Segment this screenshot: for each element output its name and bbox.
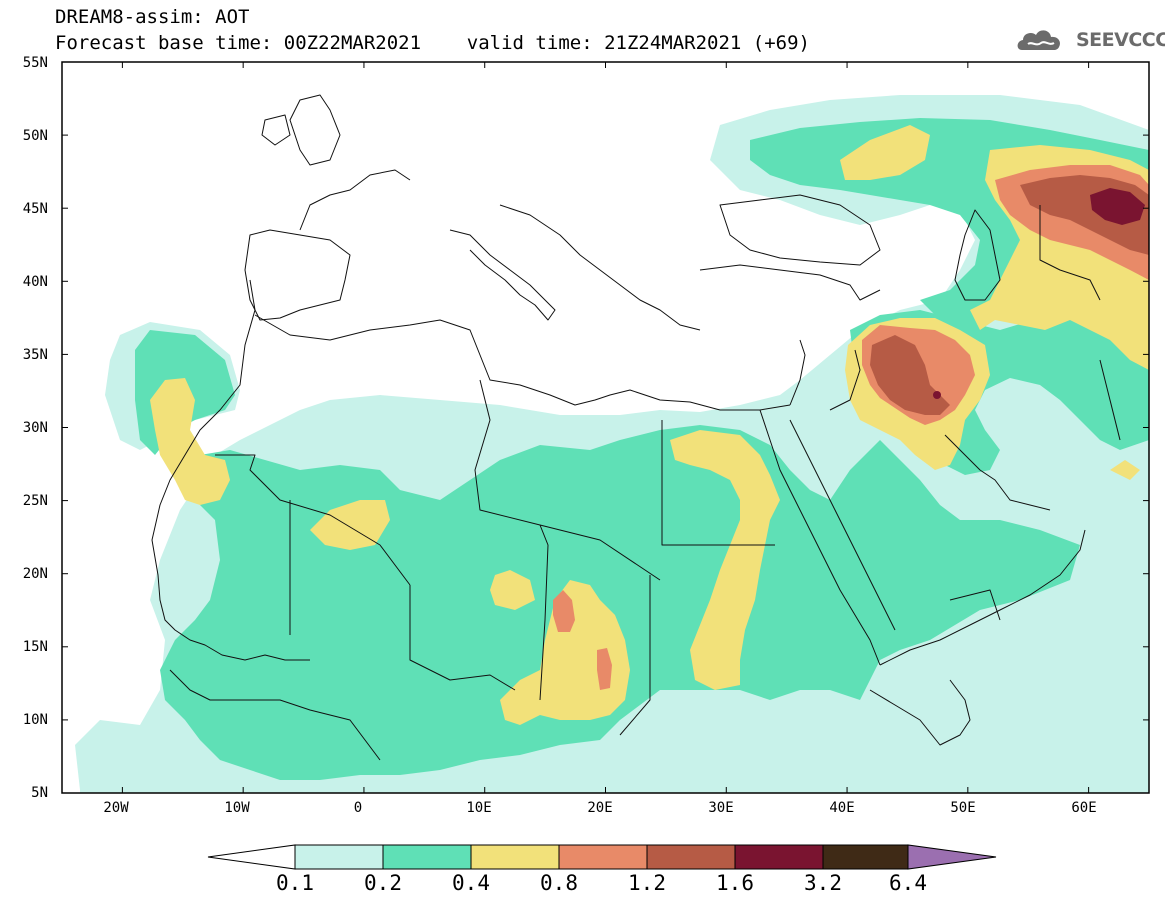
colorbar-swatch-7 (822, 844, 909, 870)
lon-label-10w: 10W (224, 800, 250, 816)
lat-label-50n: 50N (22, 128, 48, 144)
colorbar-label-0-4: 0.4 (452, 871, 490, 895)
coastlines-borders (151, 94, 1121, 761)
lon-label-60e: 60E (1071, 800, 1097, 816)
forecast-time-line: Forecast base time: 00Z22MAR2021 valid t… (55, 32, 810, 54)
lon-label-30e: 30E (708, 800, 734, 816)
lon-label-20e: 20E (587, 800, 613, 816)
lat-label-45n: 45N (22, 201, 48, 217)
lat-label-15n: 15N (22, 639, 48, 655)
lon-label-40e: 40E (829, 800, 855, 816)
colorbar-swatch-2 (382, 844, 472, 870)
lon-label-20w: 20W (103, 800, 129, 816)
chart-title: DREAM8-assim: AOT (55, 6, 250, 28)
colorbar-swatch-5 (646, 844, 736, 870)
colorbar-swatch-6 (734, 844, 824, 870)
colorbar-swatch-1 (294, 844, 384, 870)
lat-label-25n: 25N (22, 493, 48, 509)
lon-label-0: 0 (353, 800, 363, 816)
lon-label-50e: 50E (950, 800, 976, 816)
lat-label-10n: 10N (22, 712, 48, 728)
axis-ticks (62, 61, 1149, 794)
colorbar (207, 844, 997, 870)
aot-band-1-6 (933, 188, 1145, 399)
colorbar-label-0-2: 0.2 (364, 871, 402, 895)
colorbar-label-1-2: 1.2 (628, 871, 666, 895)
colorbar-swatch-4 (558, 844, 648, 870)
lat-label-40n: 40N (22, 274, 48, 290)
lat-label-5n: 5N (31, 785, 48, 801)
colorbar-swatch-3 (470, 844, 560, 870)
colorbar-label-0-8: 0.8 (540, 871, 578, 895)
aot-fields (75, 94, 1149, 793)
lat-label-55n: 55N (22, 55, 48, 71)
colorbar-under-arrow (207, 844, 296, 870)
colorbar-label-1-6: 1.6 (716, 871, 754, 895)
cloud-logo-icon (1017, 30, 1061, 50)
colorbar-label-3-2: 3.2 (804, 871, 842, 895)
colorbar-over-arrow (907, 844, 997, 870)
lon-label-10e: 10E (466, 800, 492, 816)
lat-label-35n: 35N (22, 347, 48, 363)
colorbar-label-0-1: 0.1 (276, 871, 314, 895)
colorbar-label-6-4: 6.4 (889, 871, 927, 895)
lat-label-30n: 30N (22, 420, 48, 436)
lat-label-20n: 20N (22, 566, 48, 582)
logo-text: SEEVCCC (1076, 29, 1165, 51)
